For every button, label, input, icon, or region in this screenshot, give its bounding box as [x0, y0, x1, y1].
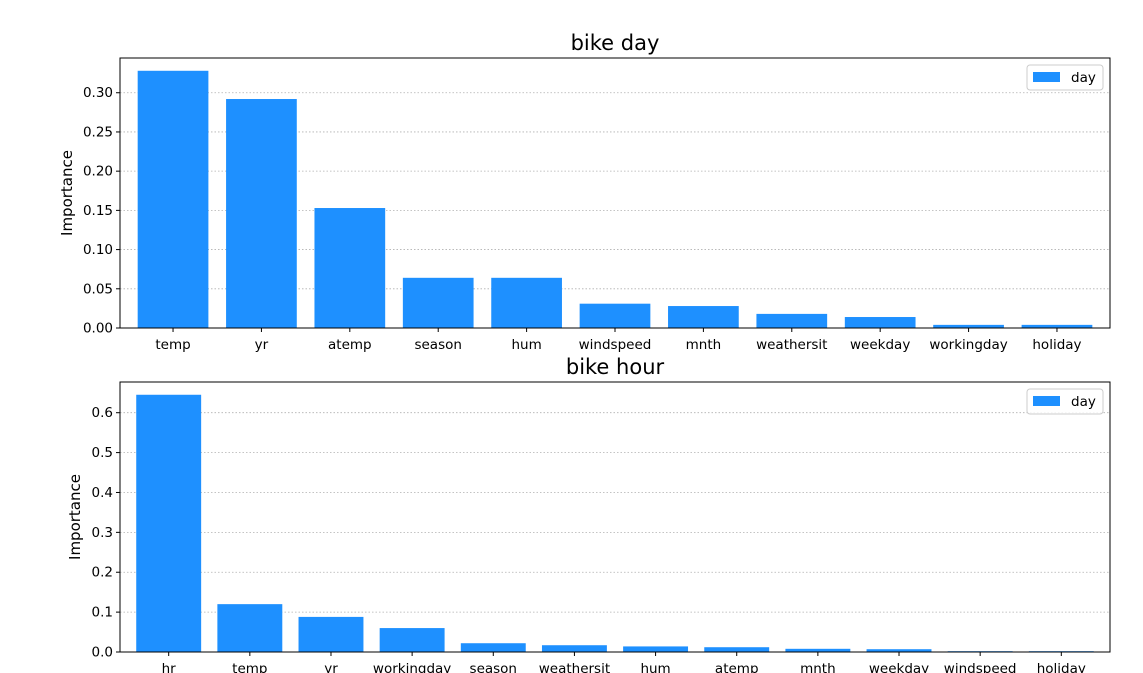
legend: day [1026, 64, 1104, 91]
x-tick-label: atemp [328, 337, 372, 353]
charts-root: bike day 0.00 0.05 0.10 0.15 0.20 0.25 0.30 temp… [58, 31, 1111, 673]
bar-workingday [933, 324, 1004, 328]
legend-swatch [1033, 396, 1060, 406]
x-tick-label: yr [324, 661, 338, 673]
x-tick-label: temp [232, 661, 267, 673]
bar-temp [137, 70, 209, 328]
x-tick-label: windspeed [579, 337, 652, 353]
bar-hr [136, 394, 202, 652]
x-tick-label: weathersit [756, 337, 827, 353]
bar-windspeed [579, 303, 651, 328]
bar-mnth [668, 306, 739, 328]
bar-mnth [785, 648, 851, 652]
x-tick-label: mnth [800, 661, 836, 673]
bar-hum [491, 277, 562, 328]
bar-workingday [379, 628, 445, 652]
x-tick-label: holiday [1032, 337, 1081, 353]
y-tick-label: 0.15 [83, 203, 113, 219]
x-tick-label: yr [255, 337, 269, 353]
bar-temp [217, 604, 283, 652]
bar-weekday [866, 649, 932, 652]
y-axis-label: Importance [66, 474, 84, 560]
legend: day [1026, 388, 1104, 415]
x-tick-label: weathersit [539, 661, 610, 673]
bar-season [460, 643, 526, 652]
chart-0: bike day 0.00 0.05 0.10 0.15 0.20 0.25 0.30 temp… [58, 31, 1111, 353]
x-tick-label: weekday [850, 337, 910, 353]
legend-box [1026, 388, 1104, 415]
legend-swatch [1033, 72, 1060, 82]
y-tick-label: 0.1 [92, 605, 113, 621]
y-axis-label: Importance [58, 150, 76, 236]
y-tick-label: 0.00 [83, 321, 113, 337]
y-tick-label: 0.05 [83, 281, 113, 297]
bar-atemp [314, 208, 386, 328]
y-tick-label: 0.2 [92, 565, 113, 581]
x-tick-label: mnth [686, 337, 722, 353]
chart-title: bike hour [566, 355, 665, 379]
x-tick-label: holiday [1037, 661, 1086, 673]
x-tick-label: season [470, 661, 517, 673]
chart-title: bike day [571, 31, 660, 55]
bar-yr [226, 99, 297, 329]
y-tick-label: 0.3 [92, 525, 113, 541]
y-tick-label: 0.30 [83, 85, 113, 101]
x-tick-label: weekday [869, 661, 929, 673]
x-tick-label: workingday [373, 661, 451, 673]
x-tick-label: atemp [715, 661, 759, 673]
y-tick-label: 0.0 [92, 645, 113, 661]
x-tick-label: hum [511, 337, 541, 353]
legend-box [1026, 64, 1104, 91]
legend-label: day [1071, 394, 1096, 410]
x-tick-label: windspeed [944, 661, 1017, 673]
y-tick-label: 0.6 [92, 405, 113, 421]
x-tick-label: temp [155, 337, 190, 353]
y-tick-label: 0.20 [83, 164, 113, 180]
bar-yr [298, 616, 364, 652]
bar-season [402, 277, 474, 328]
chart-1: bike hour 0.0 0.1 0.2 0.3 0.4 0.5 0.6 hr temp yr wo… [66, 355, 1111, 673]
axes-frame [119, 57, 1111, 329]
y-tick-label: 0.4 [92, 485, 113, 501]
y-tick-label: 0.5 [92, 445, 113, 461]
bar-atemp [704, 647, 770, 652]
x-tick-label: hum [640, 661, 670, 673]
axes-frame [119, 381, 1111, 653]
bar-hum [623, 646, 689, 652]
y-tick-label: 0.25 [83, 124, 113, 140]
y-tick-label: 0.10 [83, 242, 113, 258]
bar-weekday [844, 317, 916, 328]
x-tick-label: hr [162, 661, 177, 673]
bar-weathersit [541, 645, 607, 652]
x-tick-label: workingday [929, 337, 1007, 353]
bar-holiday [1021, 324, 1093, 328]
bar-weathersit [756, 313, 828, 328]
x-tick-label: season [414, 337, 461, 353]
legend-label: day [1071, 70, 1096, 86]
